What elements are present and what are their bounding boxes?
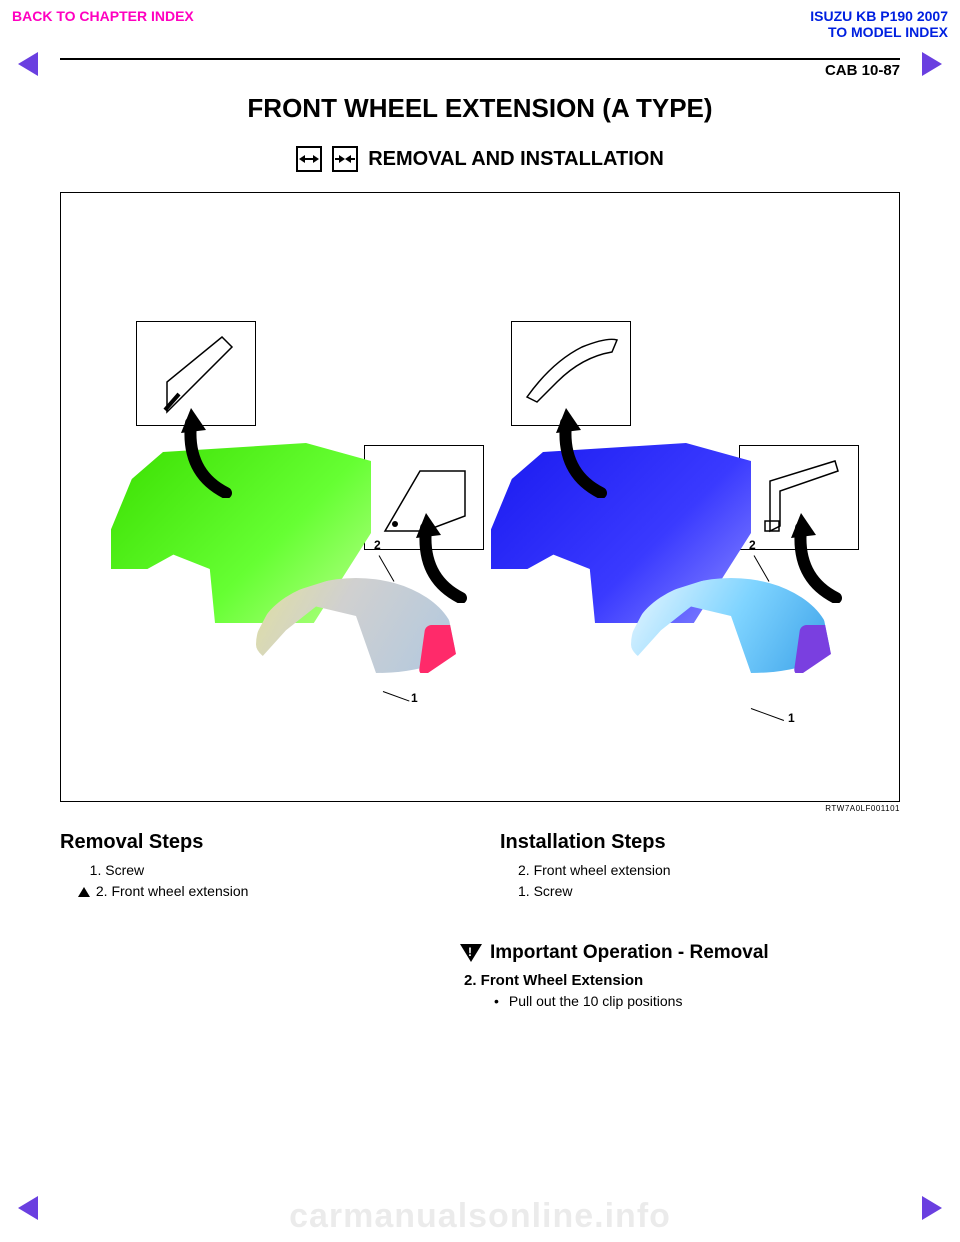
subtitle: REMOVAL AND INSTALLATION [368, 148, 664, 171]
wheel-extension-right-tip [793, 625, 840, 675]
installation-step-2: 1. Screw [518, 881, 900, 902]
figure-label-2-right: 2 [749, 538, 756, 552]
back-to-chapter-link[interactable]: BACK TO CHAPTER INDEX [12, 8, 194, 24]
page-title: FRONT WHEEL EXTENSION (A TYPE) [60, 93, 900, 124]
warning-triangle-icon [460, 944, 482, 962]
nav-arrow-prev-top[interactable] [18, 52, 38, 76]
installation-column: Installation Steps 2. Front wheel extens… [500, 831, 900, 902]
arrow-icon [176, 408, 246, 498]
removal-step-1: 1. Screw [78, 860, 460, 881]
triangle-marker-icon [78, 887, 90, 897]
leader-line [754, 555, 770, 581]
figure-box: 2 1 2 1 [60, 192, 900, 802]
wheel-extension-left-tip [418, 625, 465, 675]
nav-arrow-next-top[interactable] [922, 52, 942, 76]
important-bullet: Pull out the 10 clip positions [494, 993, 900, 1009]
top-link-bar: BACK TO CHAPTER INDEX ISUZU KB P190 2007… [0, 8, 960, 40]
removal-steps: 1. Screw 2. Front wheel extension [60, 860, 460, 902]
leader-line [383, 691, 410, 702]
installation-step-1: 2. Front wheel extension [518, 860, 900, 881]
model-link[interactable]: ISUZU KB P190 2007 [810, 8, 948, 24]
top-link-left: BACK TO CHAPTER INDEX [12, 8, 194, 40]
important-subheading: 2. Front Wheel Extension [464, 972, 900, 989]
important-heading: Important Operation - Removal [490, 942, 769, 964]
watermark: carmanualsonline.info [0, 1197, 960, 1236]
page-label: CAB 10-87 [60, 62, 900, 79]
important-block: Important Operation - Removal 2. Front W… [460, 942, 900, 1009]
steps-columns: Removal Steps 1. Screw 2. Front wheel ex… [60, 831, 900, 902]
important-heading-row: Important Operation - Removal [460, 942, 900, 964]
arrow-icon [411, 513, 481, 603]
model-index-link[interactable]: TO MODEL INDEX [810, 24, 948, 40]
nav-arrow-prev-bottom[interactable] [18, 1196, 38, 1220]
installation-steps: 2. Front wheel extension 1. Screw [500, 860, 900, 902]
arrow-icon [551, 408, 621, 498]
removal-column: Removal Steps 1. Screw 2. Front wheel ex… [60, 831, 460, 902]
subtitle-row: REMOVAL AND INSTALLATION [60, 146, 900, 172]
content-area: CAB 10-87 FRONT WHEEL EXTENSION (A TYPE)… [60, 58, 900, 1009]
removal-heading: Removal Steps [60, 831, 460, 854]
leader-line [379, 555, 395, 581]
divider-top [60, 58, 900, 60]
arrow-icon [786, 513, 856, 603]
top-link-right: ISUZU KB P190 2007 TO MODEL INDEX [810, 8, 948, 40]
figure-caption: RTW7A0LF001101 [60, 804, 900, 813]
figure-label-1-left: 1 [411, 691, 418, 705]
figure-label-1-right: 1 [788, 711, 795, 725]
installation-heading: Installation Steps [500, 831, 900, 854]
removal-symbol-icon [296, 146, 322, 172]
page: BACK TO CHAPTER INDEX ISUZU KB P190 2007… [0, 0, 960, 1242]
removal-step-2: 2. Front wheel extension [78, 881, 460, 902]
nav-arrow-next-bottom[interactable] [922, 1196, 942, 1220]
figure-label-2-left: 2 [374, 538, 381, 552]
leader-line [751, 708, 784, 721]
installation-symbol-icon [332, 146, 358, 172]
